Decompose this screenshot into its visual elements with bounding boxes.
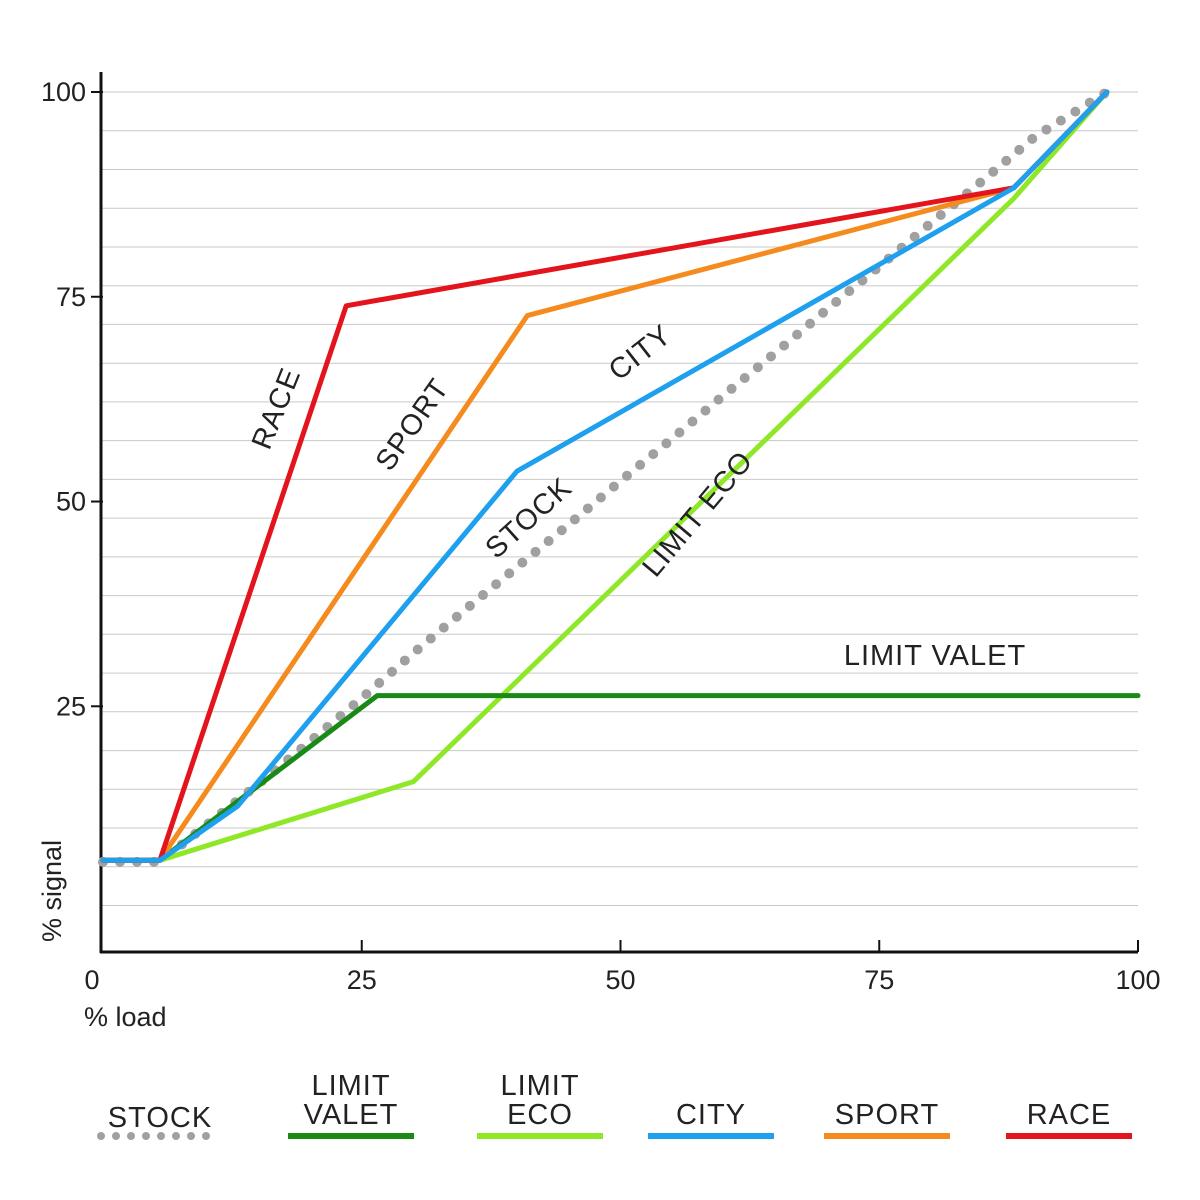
- series-label-city: CITY: [603, 319, 678, 387]
- series-line-stock: [98, 87, 1112, 867]
- legend-item-race: RACE: [1006, 1099, 1132, 1139]
- legend-item-sport: SPORT: [824, 1099, 950, 1139]
- series-label-limit-valet: LIMIT VALET: [844, 640, 1026, 672]
- series-label-sport: SPORT: [370, 373, 456, 477]
- legend-label: SPORT: [835, 1099, 939, 1131]
- x-tick-label: 75: [864, 965, 894, 995]
- legend-label: LIMIT: [311, 1070, 390, 1102]
- legend-label: RACE: [1027, 1099, 1112, 1131]
- legend-item-stock: STOCK: [97, 1102, 225, 1140]
- x-tick-label: 0: [84, 965, 99, 995]
- y-axis-title: % signal: [37, 840, 67, 942]
- y-tick-label: 100: [41, 77, 86, 107]
- axes: [99, 72, 1138, 954]
- x-axis-ticks: 0 25 50 75 100: [84, 940, 1161, 995]
- legend-label: STOCK: [108, 1102, 212, 1134]
- x-tick-label: 25: [347, 965, 377, 995]
- legend-label: VALET: [304, 1099, 399, 1131]
- legend-label: LIMIT: [500, 1070, 579, 1102]
- series-label-limit-eco: LIMIT ECO: [637, 445, 760, 583]
- x-tick-label: 50: [605, 965, 635, 995]
- x-tick-label: 100: [1115, 965, 1160, 995]
- y-tick-label: 50: [56, 487, 86, 517]
- series-layer: [98, 87, 1141, 867]
- legend-label: CITY: [676, 1099, 746, 1131]
- legend-label: ECO: [507, 1099, 573, 1131]
- y-axis-ticks: 25 50 75 100: [41, 77, 103, 721]
- series-line-city: [100, 89, 1110, 863]
- legend-item-city: CITY: [648, 1099, 774, 1139]
- x-axis-title: % load: [84, 1002, 167, 1032]
- y-tick-label: 75: [56, 282, 86, 312]
- y-tick-label: 25: [56, 691, 86, 721]
